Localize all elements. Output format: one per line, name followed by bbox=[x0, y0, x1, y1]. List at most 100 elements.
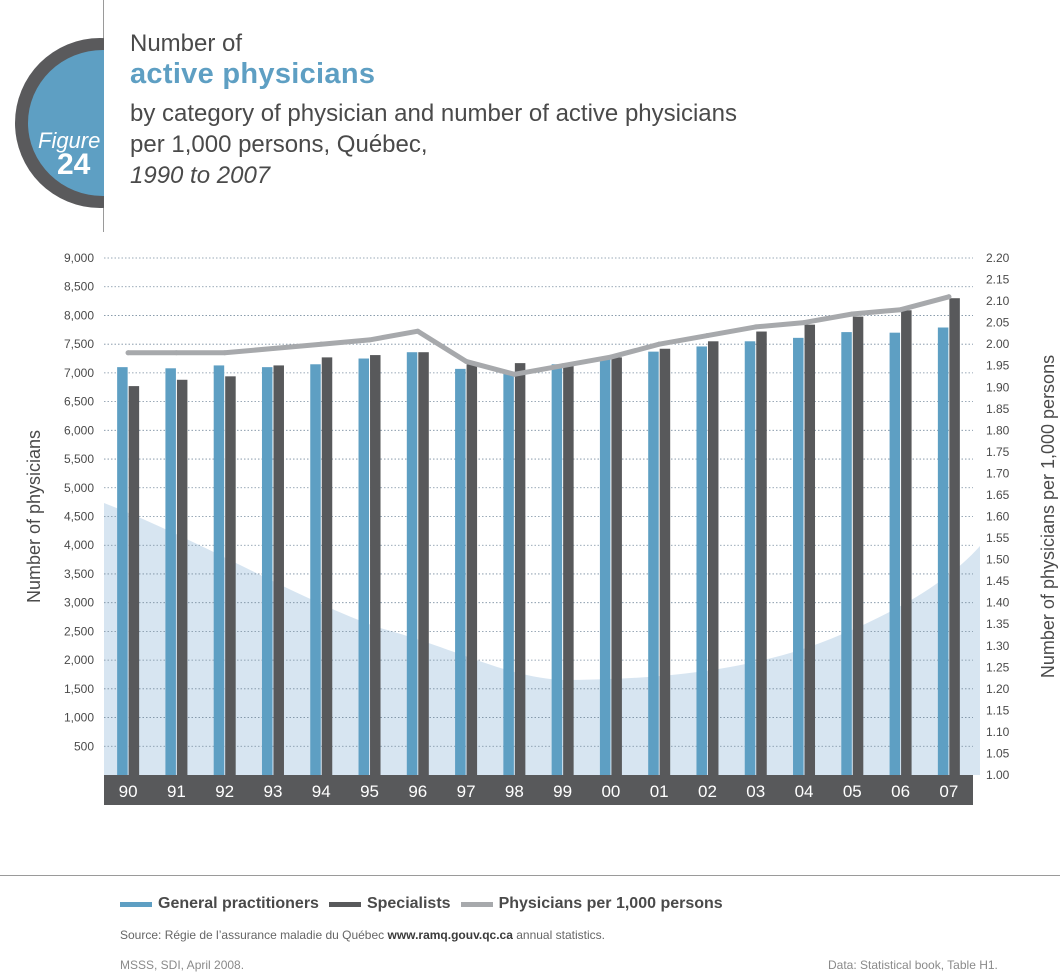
legend-label-specialists: Specialists bbox=[366, 895, 451, 912]
y2-axis-title: Number of physicians per 1,000 persons bbox=[1038, 355, 1058, 678]
y-tick-label: 5,500 bbox=[64, 452, 94, 466]
y-tick-label: 6,500 bbox=[64, 395, 94, 409]
y2-tick-label: 1.15 bbox=[986, 703, 1010, 717]
y2-tick-label: 2.05 bbox=[986, 316, 1010, 330]
bar-gp bbox=[551, 364, 563, 775]
point-rate bbox=[946, 294, 952, 300]
y-tick-label: 8,000 bbox=[64, 308, 94, 322]
bar-specialists bbox=[756, 331, 767, 775]
point-rate bbox=[367, 337, 373, 343]
bar-gp bbox=[793, 337, 804, 775]
x-tick-label: 00 bbox=[601, 782, 620, 801]
legend-item-rate: Physicians per 1,000 persons bbox=[460, 895, 723, 913]
y2-tick-label: 1.45 bbox=[986, 574, 1010, 588]
y2-tick-label: 2.00 bbox=[986, 337, 1010, 351]
source-suffix: annual statistics. bbox=[516, 928, 605, 942]
legend-label-rate: Physicians per 1,000 persons bbox=[498, 895, 723, 912]
legend-item-specialists: Specialists bbox=[328, 895, 451, 913]
x-tick-label: 07 bbox=[939, 782, 958, 801]
source-prefix: Source: Régie de l’assurance maladie du … bbox=[120, 928, 385, 942]
y2-tick-label: 1.35 bbox=[986, 617, 1010, 631]
legend-label-gp: General practitioners bbox=[158, 895, 319, 912]
legend: General practitioners Specialists Physic… bbox=[120, 895, 733, 913]
bar-gp bbox=[261, 367, 273, 775]
point-rate bbox=[704, 333, 710, 339]
y-tick-label: 2,500 bbox=[64, 624, 94, 638]
point-rate bbox=[801, 320, 807, 326]
y2-tick-label: 2.10 bbox=[986, 294, 1010, 308]
x-tick-label: 02 bbox=[698, 782, 717, 801]
bar-gp bbox=[213, 365, 225, 775]
y-tick-label: 6,000 bbox=[64, 423, 94, 437]
source-url[interactable]: www.ramq.gouv.qc.ca bbox=[387, 928, 513, 942]
bar-gp bbox=[117, 367, 128, 775]
y-tick-label: 3,500 bbox=[64, 567, 94, 581]
y2-tick-label: 1.90 bbox=[986, 380, 1010, 394]
bar-gp bbox=[406, 352, 418, 775]
point-rate bbox=[898, 307, 904, 313]
point-rate bbox=[318, 341, 324, 347]
footer-divider bbox=[0, 875, 1060, 876]
y2-tick-label: 1.65 bbox=[986, 488, 1010, 502]
y2-tick-label: 1.50 bbox=[986, 553, 1010, 567]
bar-specialists bbox=[466, 364, 478, 775]
bar-specialists bbox=[370, 355, 381, 775]
x-tick-label: 92 bbox=[215, 782, 234, 801]
figure-word: Figure bbox=[38, 128, 101, 153]
x-tick-label: 95 bbox=[360, 782, 379, 801]
y2-tick-label: 1.70 bbox=[986, 466, 1010, 480]
bar-specialists bbox=[176, 379, 188, 775]
x-tick-label: 99 bbox=[553, 782, 572, 801]
legend-item-gp: General practitioners bbox=[120, 895, 319, 913]
y-tick-label: 7,500 bbox=[64, 337, 94, 351]
bar-specialists bbox=[852, 316, 864, 775]
x-tick-label: 96 bbox=[408, 782, 427, 801]
point-rate bbox=[656, 341, 662, 347]
bar-specialists bbox=[321, 357, 333, 775]
y-tick-label: 4,000 bbox=[64, 538, 94, 552]
footer-right: Data: Statistical book, Table H1. bbox=[828, 958, 998, 972]
bar-gp bbox=[165, 368, 176, 775]
bar-specialists bbox=[128, 386, 140, 775]
point-rate bbox=[173, 350, 179, 356]
y2-tick-label: 2.20 bbox=[986, 251, 1010, 265]
bar-specialists bbox=[949, 298, 960, 775]
bar-gp bbox=[503, 372, 514, 775]
x-tick-label: 90 bbox=[119, 782, 138, 801]
y-axis-title: Number of physicians bbox=[24, 430, 44, 603]
x-tick-label: 01 bbox=[650, 782, 669, 801]
y2-tick-label: 1.25 bbox=[986, 660, 1010, 674]
y2-tick-label: 1.10 bbox=[986, 725, 1010, 739]
title-line-4: per 1,000 persons, Québec, bbox=[130, 131, 428, 158]
point-rate bbox=[511, 371, 517, 377]
footer-left: MSSS, SDI, April 2008. bbox=[120, 958, 245, 972]
bar-specialists bbox=[901, 310, 912, 775]
legend-swatch-gp bbox=[120, 901, 152, 907]
point-rate bbox=[608, 354, 614, 360]
x-tick-label: 91 bbox=[167, 782, 186, 801]
title-line-1: Number of bbox=[130, 30, 243, 57]
y-tick-label: 4,500 bbox=[64, 510, 94, 524]
y-tick-label: 500 bbox=[74, 739, 94, 753]
legend-swatch-rate bbox=[460, 901, 493, 907]
point-rate bbox=[415, 328, 421, 334]
figure-number: 24 bbox=[57, 148, 91, 181]
point-rate bbox=[125, 350, 131, 356]
x-tick-label: 06 bbox=[891, 782, 910, 801]
point-rate bbox=[560, 363, 566, 369]
source-note: Source: Régie de l’assurance maladie du … bbox=[120, 928, 605, 942]
bar-specialists bbox=[804, 324, 816, 775]
x-tick-label: 04 bbox=[795, 782, 814, 801]
point-rate bbox=[849, 311, 855, 317]
y-tick-label: 5,000 bbox=[64, 481, 94, 495]
title-line-3: by category of physician and number of a… bbox=[130, 100, 737, 127]
y-tick-label: 2,000 bbox=[64, 653, 94, 667]
x-tick-label: 94 bbox=[312, 782, 331, 801]
y2-tick-label: 1.85 bbox=[986, 402, 1010, 416]
bar-specialists bbox=[611, 357, 622, 775]
bar-gp bbox=[648, 351, 659, 775]
y2-tick-label: 1.00 bbox=[986, 768, 1010, 782]
y2-tick-label: 1.40 bbox=[986, 596, 1010, 610]
bar-specialists bbox=[225, 376, 236, 775]
y2-tick-label: 1.20 bbox=[986, 682, 1010, 696]
